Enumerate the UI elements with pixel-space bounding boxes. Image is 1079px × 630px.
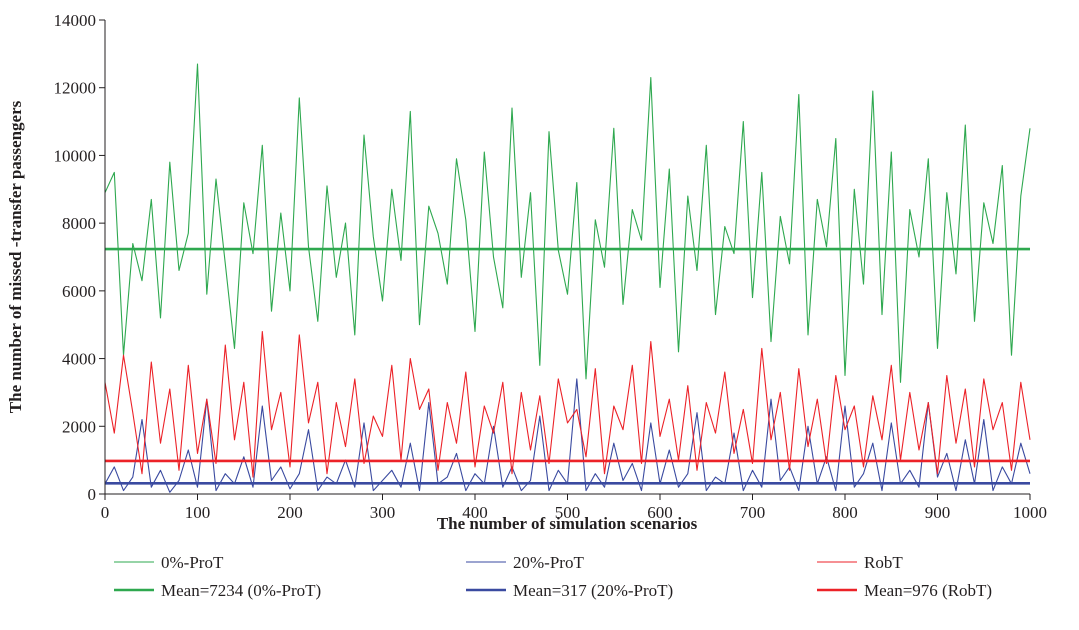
x-tick-label: 600 [647,503,673,522]
series-line-20-prot [104,378,1031,493]
x-tick-label: 500 [555,503,581,522]
y-tick-label: 2000 [62,417,96,436]
y-tick-label: 8000 [62,214,96,233]
y-axis-title: The number of missed -transfer passenger… [6,100,25,413]
y-tick-label: 6000 [62,282,96,301]
x-tick-label: 200 [277,503,303,522]
x-axis-title: The number of simulation scenarios [437,514,698,533]
y-axis-ticks: 0 2000 4000 6000 8000 10000 12000 14000 [54,11,105,504]
x-tick-label: 300 [370,503,396,522]
legend: 0%-ProT 20%-ProT RobT Mean=7234 (0%-ProT) Me… [114,553,992,600]
plot-area [104,63,1031,493]
mean-lines [105,247,1030,485]
series-line-robt [104,330,1031,478]
x-tick-label: 100 [185,503,211,522]
y-tick-label: 12000 [54,79,97,98]
x-tick-label: 0 [101,503,110,522]
y-tick-label: 0 [88,485,97,504]
legend-label: 0%-ProT [161,553,224,572]
x-axis-ticks: 0 100 200 300 400 500 600 700 800 900 1000 [101,494,1047,522]
x-tick-label: 800 [832,503,858,522]
x-tick-label: 700 [740,503,766,522]
legend-label: 20%-ProT [513,553,584,572]
x-tick-label: 900 [925,503,951,522]
series-line-0-prot [104,63,1031,383]
y-tick-label: 4000 [62,350,96,369]
legend-label: RobT [864,553,903,572]
legend-label: Mean=976 (RobT) [864,581,992,600]
legend-label: Mean=7234 (0%-ProT) [161,581,321,600]
y-tick-label: 10000 [54,146,97,165]
x-tick-label: 400 [462,503,488,522]
y-tick-label: 14000 [54,11,97,30]
x-tick-label: 1000 [1013,503,1047,522]
legend-label: Mean=317 (20%-ProT) [513,581,673,600]
